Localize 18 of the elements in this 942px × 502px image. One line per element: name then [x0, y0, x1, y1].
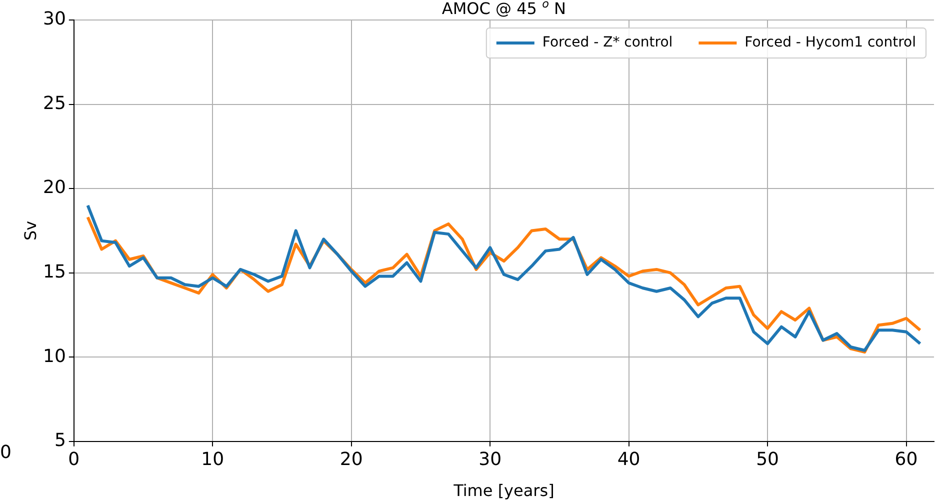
x-tick-label: 30	[478, 448, 502, 470]
y-axis-title: Sv	[21, 220, 40, 241]
y-tick-label: 10	[43, 346, 66, 367]
x-tick-label: 50	[756, 448, 779, 470]
legend-label: Forced - Z* control	[542, 34, 673, 51]
x-tick-label: 60	[894, 448, 918, 470]
y-tick-label: 5	[54, 430, 66, 452]
x-axis-title: Time [years]	[452, 481, 554, 500]
x-tick-label: 20	[340, 448, 363, 470]
y-tick-label: 15	[43, 262, 66, 283]
legend-label: Forced - Hycom1 control	[744, 34, 916, 51]
y-tick-label: 25	[43, 92, 66, 114]
chart-title: AMOC @ 45 o N	[442, 0, 566, 18]
y-tick-label: 30	[43, 8, 66, 30]
x-tick-label: 40	[617, 448, 640, 470]
x-tick-label: 0	[68, 448, 80, 470]
x-tick-label: 10	[201, 448, 224, 470]
y-tick-label: 20	[43, 177, 66, 198]
